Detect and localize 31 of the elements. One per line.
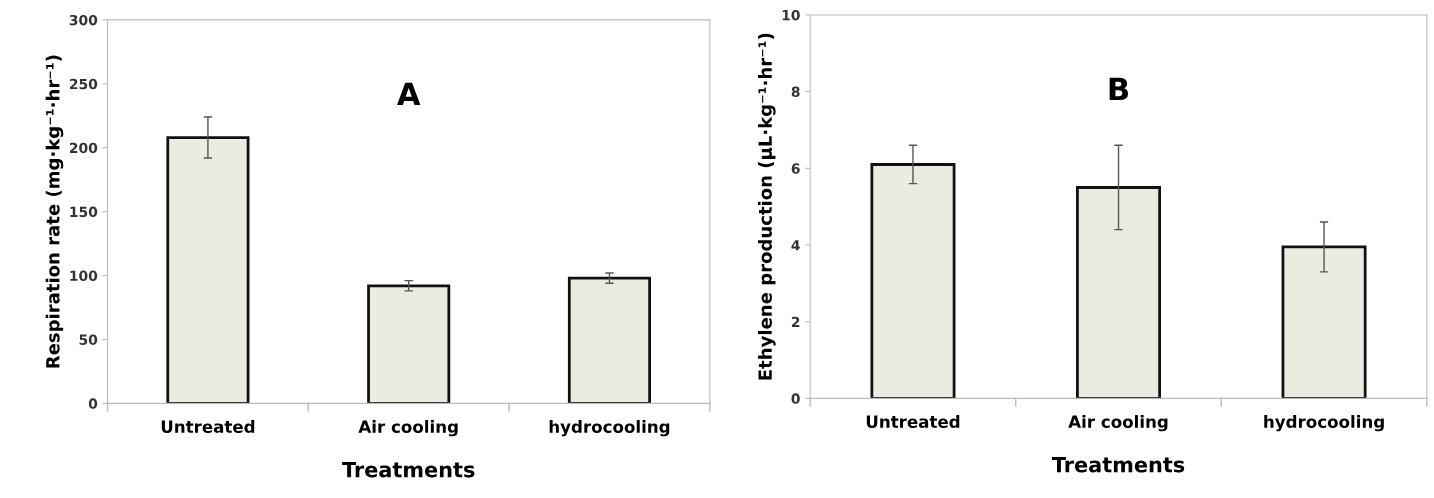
y-tick-label: 2 — [791, 316, 800, 327]
y-axis-title: Ethylene production (μL·kg⁻¹·hr⁻¹) — [757, 33, 776, 380]
annotation: A — [397, 82, 421, 106]
x-tick-label: hydrocooling — [1264, 415, 1384, 432]
annotation: B — [1109, 77, 1129, 101]
bar — [870, 163, 956, 399]
y-tick-label: 4 — [791, 240, 800, 251]
bar — [1281, 245, 1367, 399]
bar — [1076, 186, 1162, 399]
y-tick-label: 200 — [69, 142, 98, 154]
y-tick-label: 300 — [69, 14, 98, 26]
y-tick-label: 250 — [69, 78, 98, 90]
y-tick-label: 50 — [79, 334, 98, 345]
x-tick-label: Air cooling — [1068, 415, 1168, 432]
x-axis-title: Treatments — [1051, 456, 1185, 473]
x-tick-label: hydrocooling — [549, 420, 670, 437]
y-tick-label: 10 — [782, 9, 800, 21]
x-tick-label: Untreated — [161, 420, 255, 433]
x-tick-label: Untreated — [866, 415, 960, 428]
y-axis-title: Respiration rate (mg·kg⁻¹·hr⁻¹) — [45, 55, 64, 368]
y-tick-label: 150 — [70, 206, 98, 218]
bar — [567, 276, 651, 404]
bar — [367, 284, 451, 404]
y-tick-label: 8 — [791, 86, 800, 98]
x-axis-title: Treatments — [342, 461, 475, 478]
y-tick-label: 6 — [791, 163, 800, 174]
x-tick-label: Air cooling — [358, 420, 458, 437]
y-tick-label: 0 — [88, 398, 98, 409]
y-tick-label: 100 — [70, 270, 98, 282]
bar — [166, 136, 250, 404]
y-tick-label: 0 — [791, 393, 800, 404]
